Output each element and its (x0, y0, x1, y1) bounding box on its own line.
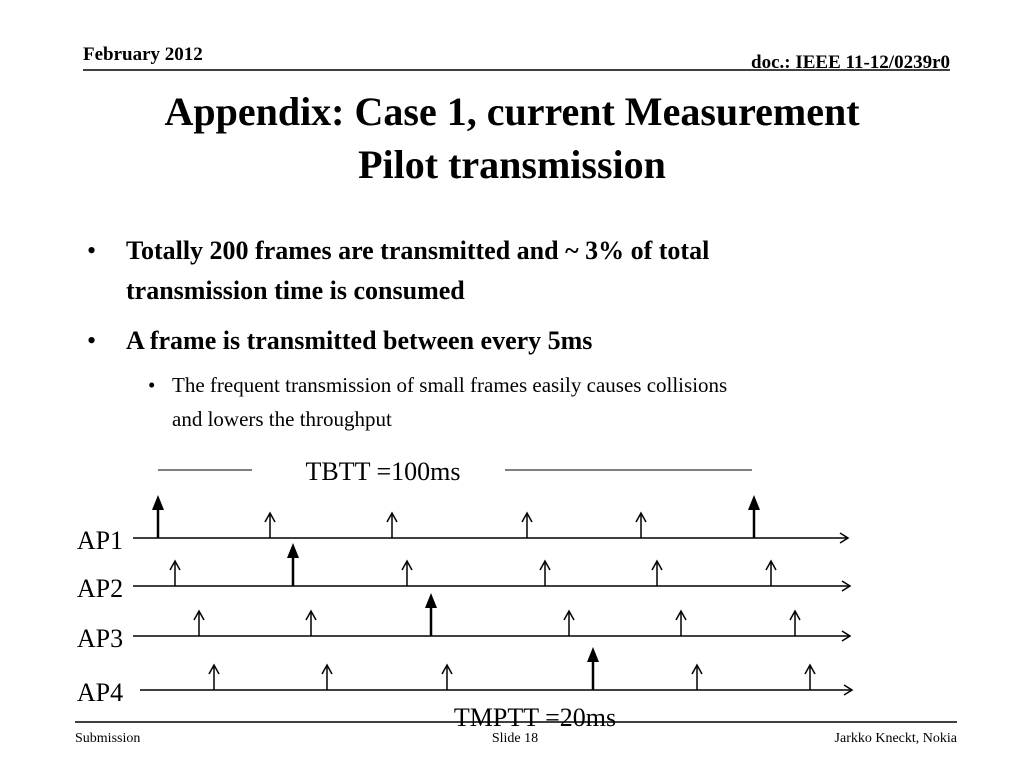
footer-left: Submission (75, 731, 140, 746)
pilot-head (521, 511, 533, 523)
beacon-head (748, 495, 760, 510)
pilot-head (169, 559, 181, 571)
timeline-head (841, 580, 852, 592)
pilot-head (765, 559, 777, 571)
pilot-head (804, 663, 816, 675)
sub-bullet-text: The frequent transmission of small frame… (172, 373, 727, 397)
bullet-text: A frame is transmitted between every 5ms (126, 326, 592, 355)
pilot-head (789, 609, 801, 621)
title-line: Appendix: Case 1, current Measurement (164, 89, 860, 134)
row-label: AP3 (77, 624, 123, 653)
bullet-dot: • (87, 326, 96, 355)
beacon-head (287, 543, 299, 558)
pilot-head (691, 663, 703, 675)
pilot-head (386, 511, 398, 523)
header-date: February 2012 (83, 44, 203, 65)
footer-right: Jarkko Kneckt, Nokia (835, 731, 958, 746)
pilot-head (651, 559, 663, 571)
beacon-head (425, 593, 437, 608)
row-label: AP4 (77, 678, 123, 707)
row-label: AP2 (77, 574, 123, 603)
beacon-head (152, 495, 164, 510)
bullet-dot: • (148, 373, 155, 397)
timeline-head (841, 630, 852, 642)
bullet-text: transmission time is consumed (126, 276, 465, 305)
header-doc: doc.: IEEE 11-12/0239r0 (751, 52, 950, 73)
bullet-text: Totally 200 frames are transmitted and ~… (126, 236, 709, 265)
tmptt-label: TMPTT =20ms (454, 703, 616, 732)
beacon-head (587, 647, 599, 662)
pilot-head (305, 609, 317, 621)
bullet-dot: • (87, 236, 96, 265)
pilot-head (321, 663, 333, 675)
timelines: AP1 AP2 AP3 AP4 (77, 495, 854, 707)
pilot-head (208, 663, 220, 675)
pilot-head (539, 559, 551, 571)
pilot-head (401, 559, 413, 571)
pilot-head (675, 609, 687, 621)
timeline-head (839, 532, 850, 544)
pilot-head (193, 609, 205, 621)
footer-center: Slide 18 (492, 731, 538, 746)
tbtt-label: TBTT =100ms (305, 457, 460, 486)
row-label: AP1 (77, 526, 123, 555)
pilot-head (635, 511, 647, 523)
pilot-head (563, 609, 575, 621)
timeline-head (843, 684, 854, 696)
title-line: Pilot transmission (358, 142, 666, 187)
pilot-head (264, 511, 276, 523)
pilot-head (441, 663, 453, 675)
sub-bullet-text: and lowers the throughput (172, 407, 392, 431)
